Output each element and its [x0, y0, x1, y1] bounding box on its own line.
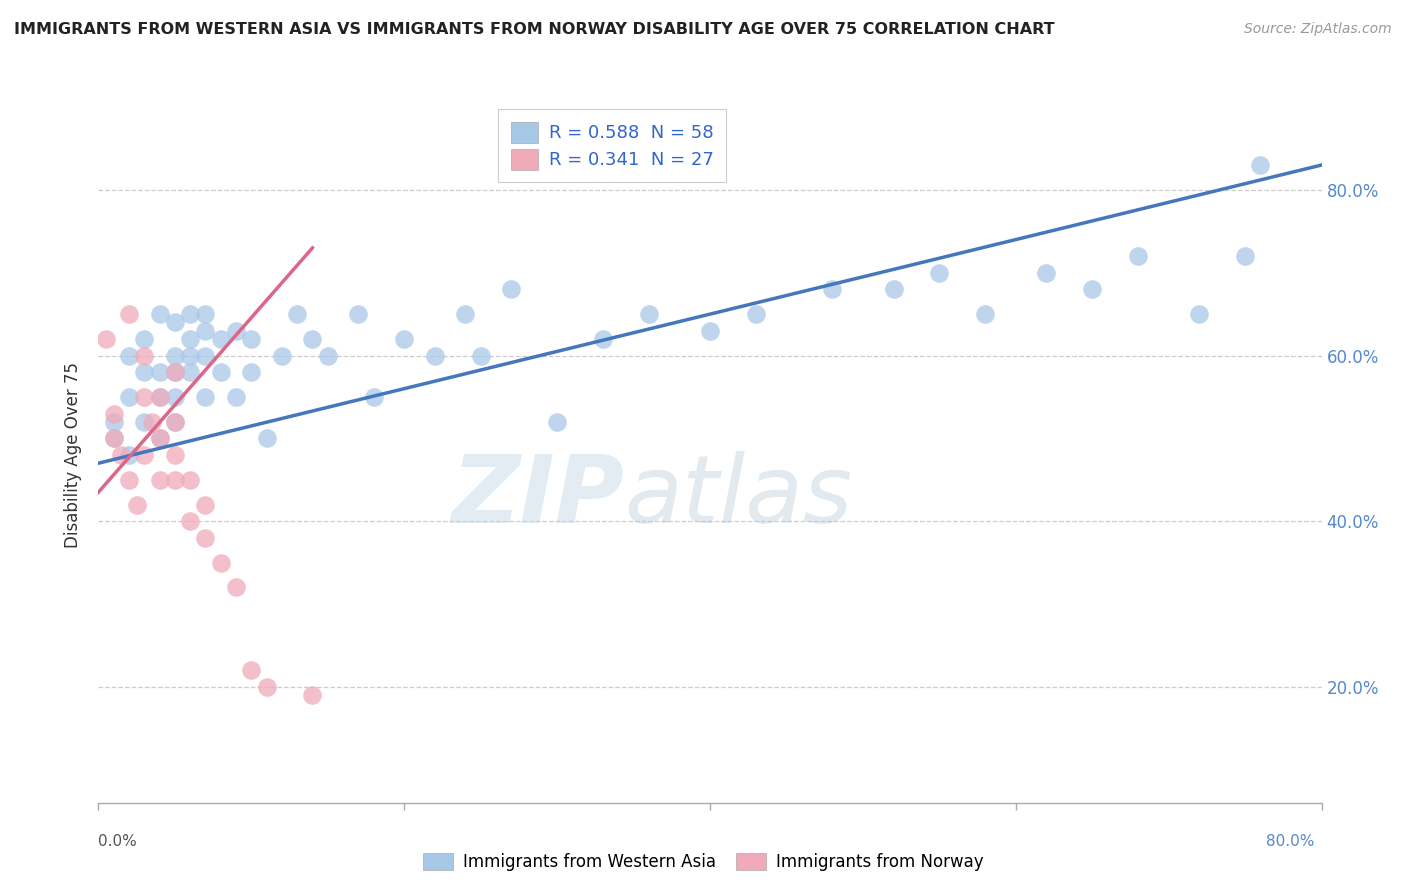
Point — [240, 663, 263, 677]
Point — [149, 431, 172, 445]
Point — [270, 349, 292, 363]
Point — [103, 431, 125, 445]
Point — [163, 415, 186, 429]
Point — [256, 680, 278, 694]
Point — [209, 556, 232, 570]
Point — [392, 332, 416, 346]
Point — [592, 332, 614, 346]
Point — [821, 282, 844, 296]
Point — [134, 349, 156, 363]
Point — [301, 332, 323, 346]
Point — [1188, 307, 1211, 321]
Point — [179, 473, 201, 487]
Point — [347, 307, 370, 321]
Point — [225, 390, 247, 404]
Point — [1128, 249, 1150, 263]
Point — [928, 266, 950, 280]
Point — [363, 390, 385, 404]
Point — [301, 688, 323, 702]
Text: Source: ZipAtlas.com: Source: ZipAtlas.com — [1244, 22, 1392, 37]
Point — [118, 390, 141, 404]
Point — [454, 307, 477, 321]
Text: 0.0%: 0.0% — [98, 834, 138, 849]
Point — [179, 307, 201, 321]
Point — [141, 415, 163, 429]
Legend: R = 0.588  N = 58, R = 0.341  N = 27: R = 0.588 N = 58, R = 0.341 N = 27 — [498, 109, 727, 183]
Point — [118, 473, 141, 487]
Point — [637, 307, 661, 321]
Point — [163, 390, 186, 404]
Point — [149, 431, 172, 445]
Point — [423, 349, 446, 363]
Point — [240, 365, 263, 379]
Point — [225, 581, 247, 595]
Legend: Immigrants from Western Asia, Immigrants from Norway: Immigrants from Western Asia, Immigrants… — [415, 845, 991, 880]
Point — [179, 349, 201, 363]
Text: atlas: atlas — [624, 451, 852, 542]
Point — [149, 307, 172, 321]
Point — [225, 324, 247, 338]
Point — [209, 332, 232, 346]
Point — [149, 365, 172, 379]
Y-axis label: Disability Age Over 75: Disability Age Over 75 — [65, 362, 83, 548]
Point — [134, 365, 156, 379]
Point — [118, 307, 141, 321]
Point — [134, 448, 156, 462]
Point — [194, 531, 217, 545]
Text: IMMIGRANTS FROM WESTERN ASIA VS IMMIGRANTS FROM NORWAY DISABILITY AGE OVER 75 CO: IMMIGRANTS FROM WESTERN ASIA VS IMMIGRAN… — [14, 22, 1054, 37]
Point — [125, 498, 148, 512]
Point — [134, 332, 156, 346]
Point — [163, 415, 186, 429]
Point — [163, 473, 186, 487]
Point — [163, 365, 186, 379]
Point — [501, 282, 523, 296]
Point — [134, 390, 156, 404]
Point — [699, 324, 721, 338]
Point — [1234, 249, 1257, 263]
Point — [94, 332, 117, 346]
Point — [163, 349, 186, 363]
Point — [103, 431, 125, 445]
Point — [149, 390, 172, 404]
Point — [134, 415, 156, 429]
Point — [316, 349, 339, 363]
Point — [179, 514, 201, 528]
Point — [1249, 158, 1271, 172]
Point — [118, 448, 141, 462]
Point — [194, 324, 217, 338]
Point — [149, 473, 172, 487]
Point — [103, 415, 125, 429]
Point — [546, 415, 568, 429]
Point — [1081, 282, 1104, 296]
Text: 80.0%: 80.0% — [1267, 834, 1315, 849]
Point — [470, 349, 492, 363]
Point — [163, 315, 186, 329]
Point — [118, 349, 141, 363]
Point — [256, 431, 278, 445]
Point — [194, 349, 217, 363]
Point — [110, 448, 132, 462]
Point — [179, 365, 201, 379]
Point — [209, 365, 232, 379]
Point — [179, 332, 201, 346]
Point — [240, 332, 263, 346]
Point — [1035, 266, 1057, 280]
Point — [149, 390, 172, 404]
Point — [285, 307, 308, 321]
Point — [163, 365, 186, 379]
Point — [883, 282, 905, 296]
Point — [974, 307, 997, 321]
Point — [163, 448, 186, 462]
Text: ZIP: ZIP — [451, 450, 624, 542]
Point — [745, 307, 768, 321]
Point — [194, 498, 217, 512]
Point — [194, 307, 217, 321]
Point — [103, 407, 125, 421]
Point — [194, 390, 217, 404]
